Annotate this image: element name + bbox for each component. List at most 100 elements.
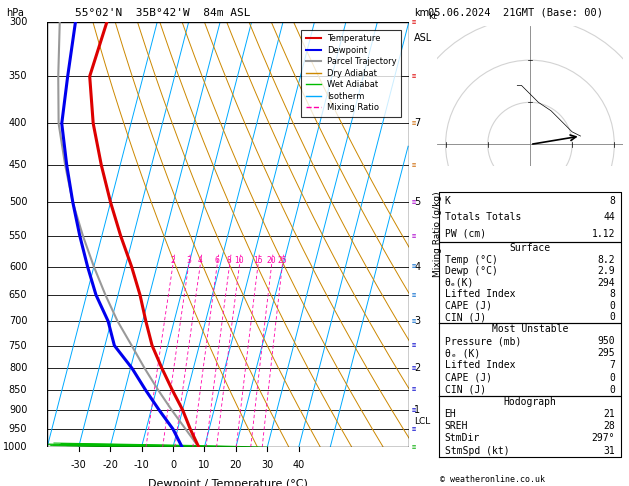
Text: Surface: Surface <box>509 243 550 253</box>
Text: 900: 900 <box>9 405 27 415</box>
Text: 2: 2 <box>415 364 421 373</box>
Text: LCL: LCL <box>415 417 430 426</box>
Text: StmSpd (kt): StmSpd (kt) <box>445 446 509 456</box>
Text: km: km <box>415 8 430 17</box>
Text: 650: 650 <box>9 290 27 300</box>
Text: ≡: ≡ <box>412 19 416 25</box>
Text: 550: 550 <box>9 231 27 241</box>
Text: kt: kt <box>428 12 437 21</box>
Text: 6: 6 <box>214 256 220 264</box>
Text: 8.2: 8.2 <box>598 255 615 264</box>
Text: CIN (J): CIN (J) <box>445 312 486 322</box>
Text: 1.12: 1.12 <box>592 229 615 239</box>
Text: 10: 10 <box>235 256 244 264</box>
Text: 8: 8 <box>227 256 231 264</box>
Text: 10: 10 <box>198 460 211 470</box>
Text: 7: 7 <box>415 119 421 128</box>
Text: 350: 350 <box>9 71 27 81</box>
Text: 3: 3 <box>415 316 420 326</box>
Text: 40: 40 <box>292 460 305 470</box>
Text: ASL: ASL <box>415 33 433 42</box>
Text: 31: 31 <box>604 446 615 456</box>
Text: Pressure (mb): Pressure (mb) <box>445 336 521 347</box>
Text: Totals Totals: Totals Totals <box>445 212 521 222</box>
Text: Temp (°C): Temp (°C) <box>445 255 498 264</box>
Text: 0: 0 <box>170 460 176 470</box>
Text: ≡: ≡ <box>412 444 416 450</box>
Text: 25: 25 <box>277 256 287 264</box>
Text: 500: 500 <box>9 197 27 208</box>
Text: 8: 8 <box>610 289 615 299</box>
Text: 20: 20 <box>230 460 242 470</box>
Text: Lifted Index: Lifted Index <box>445 361 515 370</box>
Text: 850: 850 <box>9 385 27 395</box>
Text: 450: 450 <box>9 160 27 170</box>
Text: 400: 400 <box>9 119 27 128</box>
Text: -20: -20 <box>102 460 118 470</box>
Text: 21: 21 <box>604 409 615 419</box>
Text: 4: 4 <box>415 261 420 272</box>
Text: CAPE (J): CAPE (J) <box>445 373 492 382</box>
Text: ≡: ≡ <box>412 199 416 205</box>
Text: 28: 28 <box>604 421 615 431</box>
Text: Most Unstable: Most Unstable <box>492 324 568 334</box>
Text: Dewpoint / Temperature (°C): Dewpoint / Temperature (°C) <box>148 479 308 486</box>
Text: -10: -10 <box>133 460 150 470</box>
Legend: Temperature, Dewpoint, Parcel Trajectory, Dry Adiabat, Wet Adiabat, Isotherm, Mi: Temperature, Dewpoint, Parcel Trajectory… <box>301 30 401 117</box>
Text: -30: -30 <box>70 460 87 470</box>
Text: 0: 0 <box>610 312 615 322</box>
Text: θₑ (K): θₑ (K) <box>445 348 480 358</box>
Text: CIN (J): CIN (J) <box>445 384 486 395</box>
Text: 800: 800 <box>9 364 27 373</box>
Text: 950: 950 <box>9 424 27 434</box>
Text: Lifted Index: Lifted Index <box>445 289 515 299</box>
Text: ≡: ≡ <box>412 121 416 126</box>
Text: EH: EH <box>445 409 456 419</box>
Text: 1: 1 <box>415 405 420 415</box>
Text: 05.06.2024  21GMT (Base: 00): 05.06.2024 21GMT (Base: 00) <box>428 7 603 17</box>
Text: 750: 750 <box>9 341 27 350</box>
Text: CAPE (J): CAPE (J) <box>445 301 492 311</box>
Text: PW (cm): PW (cm) <box>445 229 486 239</box>
Text: 2.9: 2.9 <box>598 266 615 276</box>
Text: 950: 950 <box>598 336 615 347</box>
Text: 55°02'N  35B°42'W  84m ASL: 55°02'N 35B°42'W 84m ASL <box>75 8 251 17</box>
Text: 20: 20 <box>267 256 276 264</box>
Text: ≡: ≡ <box>412 73 416 79</box>
Text: 300: 300 <box>9 17 27 27</box>
Text: © weatheronline.co.uk: © weatheronline.co.uk <box>440 474 545 484</box>
Text: ≡: ≡ <box>412 162 416 168</box>
Text: ≡: ≡ <box>412 387 416 393</box>
Text: 700: 700 <box>9 316 27 326</box>
Text: ≡: ≡ <box>412 264 416 270</box>
Text: hPa: hPa <box>6 8 24 17</box>
Text: 5: 5 <box>415 197 421 208</box>
Text: StmDir: StmDir <box>445 434 480 443</box>
Text: Mixing Ratio (g/kg): Mixing Ratio (g/kg) <box>433 191 442 278</box>
Text: 15: 15 <box>253 256 263 264</box>
Text: ≡: ≡ <box>412 292 416 298</box>
Text: ≡: ≡ <box>412 365 416 371</box>
Text: 0: 0 <box>610 301 615 311</box>
Text: SREH: SREH <box>445 421 468 431</box>
Text: 294: 294 <box>598 278 615 288</box>
Text: 0: 0 <box>610 384 615 395</box>
Text: ≡: ≡ <box>412 318 416 324</box>
Text: 8: 8 <box>610 196 615 206</box>
Text: 2: 2 <box>170 256 175 264</box>
Text: 4: 4 <box>198 256 203 264</box>
Text: 30: 30 <box>261 460 274 470</box>
Text: 295: 295 <box>598 348 615 358</box>
Text: 44: 44 <box>604 212 615 222</box>
Text: K: K <box>445 196 450 206</box>
Text: 297°: 297° <box>592 434 615 443</box>
Text: θₑ(K): θₑ(K) <box>445 278 474 288</box>
Text: ≡: ≡ <box>412 407 416 413</box>
Text: ≡: ≡ <box>412 343 416 348</box>
Text: 1000: 1000 <box>3 442 27 452</box>
Text: Dewp (°C): Dewp (°C) <box>445 266 498 276</box>
Text: 0: 0 <box>610 373 615 382</box>
Text: 3: 3 <box>186 256 191 264</box>
Text: ≡: ≡ <box>412 426 416 432</box>
Text: ≡: ≡ <box>412 233 416 239</box>
